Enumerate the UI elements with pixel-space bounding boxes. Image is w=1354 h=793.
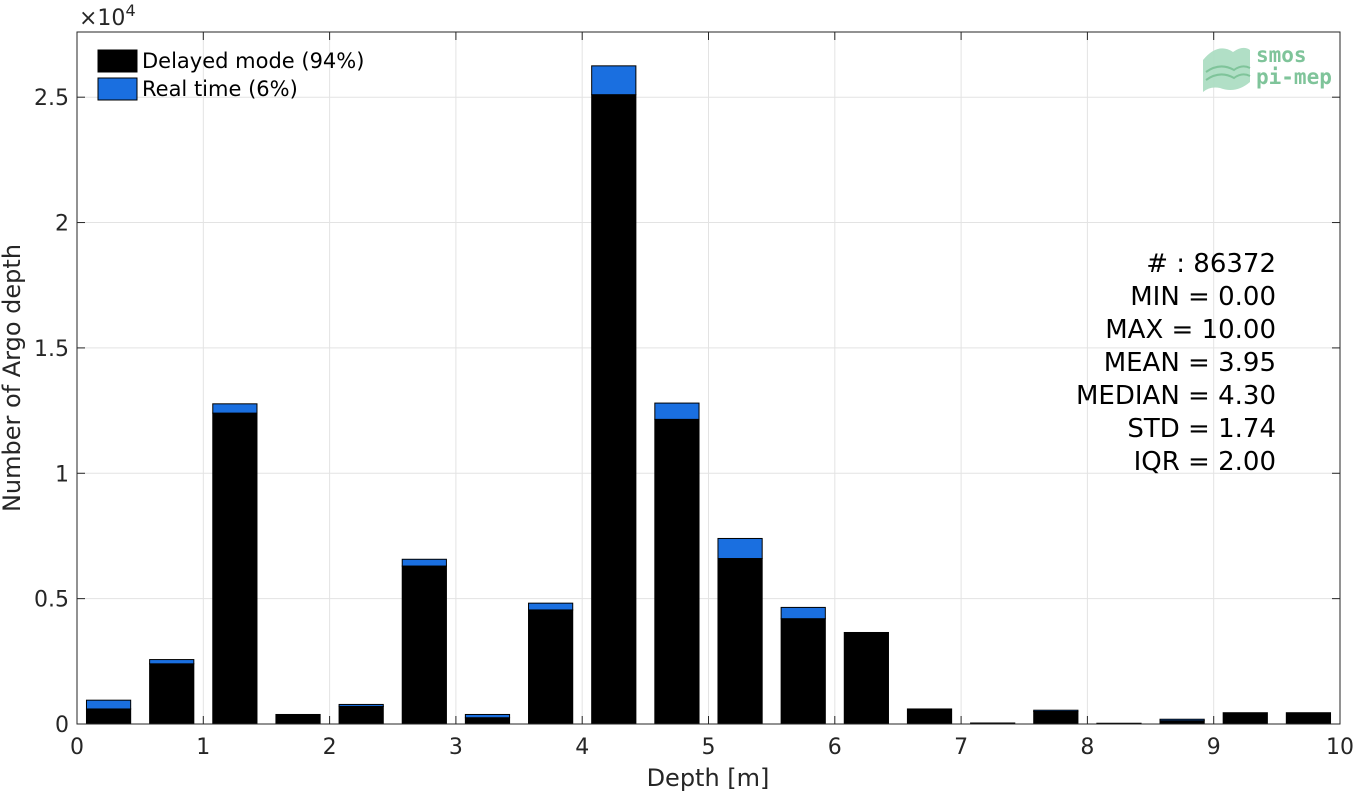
x-tick-label: 1 (196, 735, 210, 760)
bar-delayed-mode (1033, 710, 1079, 725)
bar-delayed-mode (464, 717, 511, 725)
y-exponent-label: ×104 (79, 1, 136, 31)
x-tick-label: 4 (575, 735, 589, 760)
bar-delayed-mode (212, 412, 258, 725)
y-tick-label: 0 (55, 713, 69, 738)
bar-real-time (85, 699, 132, 710)
stats-line: MEDIAN = 4.30 (1076, 381, 1276, 411)
bar-real-time (591, 65, 637, 96)
stats-line: MEAN = 3.95 (1104, 348, 1276, 378)
bar-delayed-mode (338, 705, 384, 725)
y-tick-label: 1.5 (34, 337, 69, 362)
smos-pi-mep-logo: smos pi-mep (1203, 43, 1332, 92)
stats-line: MAX = 10.00 (1105, 315, 1276, 345)
bar-real-time (717, 537, 763, 560)
bar-delayed-mode (1222, 712, 1268, 725)
bar-delayed-mode (906, 708, 953, 725)
logo-text-pi-mep: pi-mep (1256, 65, 1332, 89)
y-tick-label: 2 (55, 212, 69, 237)
bar-delayed-mode (780, 618, 826, 725)
bar-delayed-mode (717, 558, 763, 725)
x-tick-label: 6 (828, 735, 842, 760)
bar-real-time (1159, 718, 1205, 722)
y-tick-label: 2.5 (34, 86, 69, 111)
bar-delayed-mode (85, 708, 132, 725)
x-tick-label: 3 (449, 735, 463, 760)
bar-delayed-mode (843, 631, 889, 725)
x-tick-labels: 0 1 2 3 4 5 6 7 8 9 10 (70, 32, 1354, 760)
y-axis-label: Number of Argo depth (0, 244, 26, 512)
bar-real-time (1033, 709, 1079, 712)
y-exponent-power: 4 (125, 1, 135, 20)
legend: Delayed mode (94%) Real time (6%) (97, 49, 364, 101)
x-tick-label: 8 (1080, 735, 1094, 760)
legend-label-real-time: Real time (6%) (142, 77, 298, 101)
x-tick-label: 2 (323, 735, 337, 760)
bar-delayed-mode (654, 418, 700, 725)
x-tick-label: 7 (954, 735, 968, 760)
y-tick-label: 0.5 (34, 588, 69, 613)
bar-delayed-mode (401, 565, 447, 725)
bar-real-time (212, 403, 258, 414)
y-tick-labels: 0 0.5 1 1.5 2 2.5 (34, 86, 1340, 738)
legend-swatch-real-time (97, 77, 138, 101)
x-tick-label: 0 (70, 735, 84, 760)
logo-text-smos: smos (1256, 43, 1307, 67)
bar-real-time (401, 558, 447, 567)
logo-wave-mark (1203, 47, 1250, 92)
x-axis-label: Depth [m] (647, 764, 770, 792)
bar-real-time (780, 606, 826, 620)
bar-real-time (338, 703, 384, 707)
y-tick-label: 1 (55, 462, 69, 487)
bar-real-time (464, 713, 511, 719)
stats-line: # : 86372 (1146, 249, 1276, 279)
legend-label-delayed-mode: Delayed mode (94%) (142, 49, 364, 73)
bar-delayed-mode (591, 94, 637, 725)
bar-real-time (654, 402, 700, 420)
bar-delayed-mode (528, 609, 574, 725)
bar-real-time (149, 659, 195, 665)
bar-delayed-mode (1285, 712, 1332, 725)
stats-line: MIN = 0.00 (1130, 282, 1276, 312)
stats-line: STD = 1.74 (1127, 414, 1276, 444)
bar-delayed-mode (149, 663, 195, 725)
stats-line: IQR = 2.00 (1134, 447, 1276, 477)
bars (85, 65, 1332, 725)
x-tick-label: 9 (1207, 735, 1221, 760)
x-tick-label: 10 (1326, 735, 1354, 760)
x-tick-label: 5 (702, 735, 716, 760)
grid-lines (76, 32, 1341, 725)
bar-real-time (528, 602, 574, 611)
bar-delayed-mode (275, 713, 321, 725)
legend-swatch-delayed-mode (97, 49, 138, 73)
